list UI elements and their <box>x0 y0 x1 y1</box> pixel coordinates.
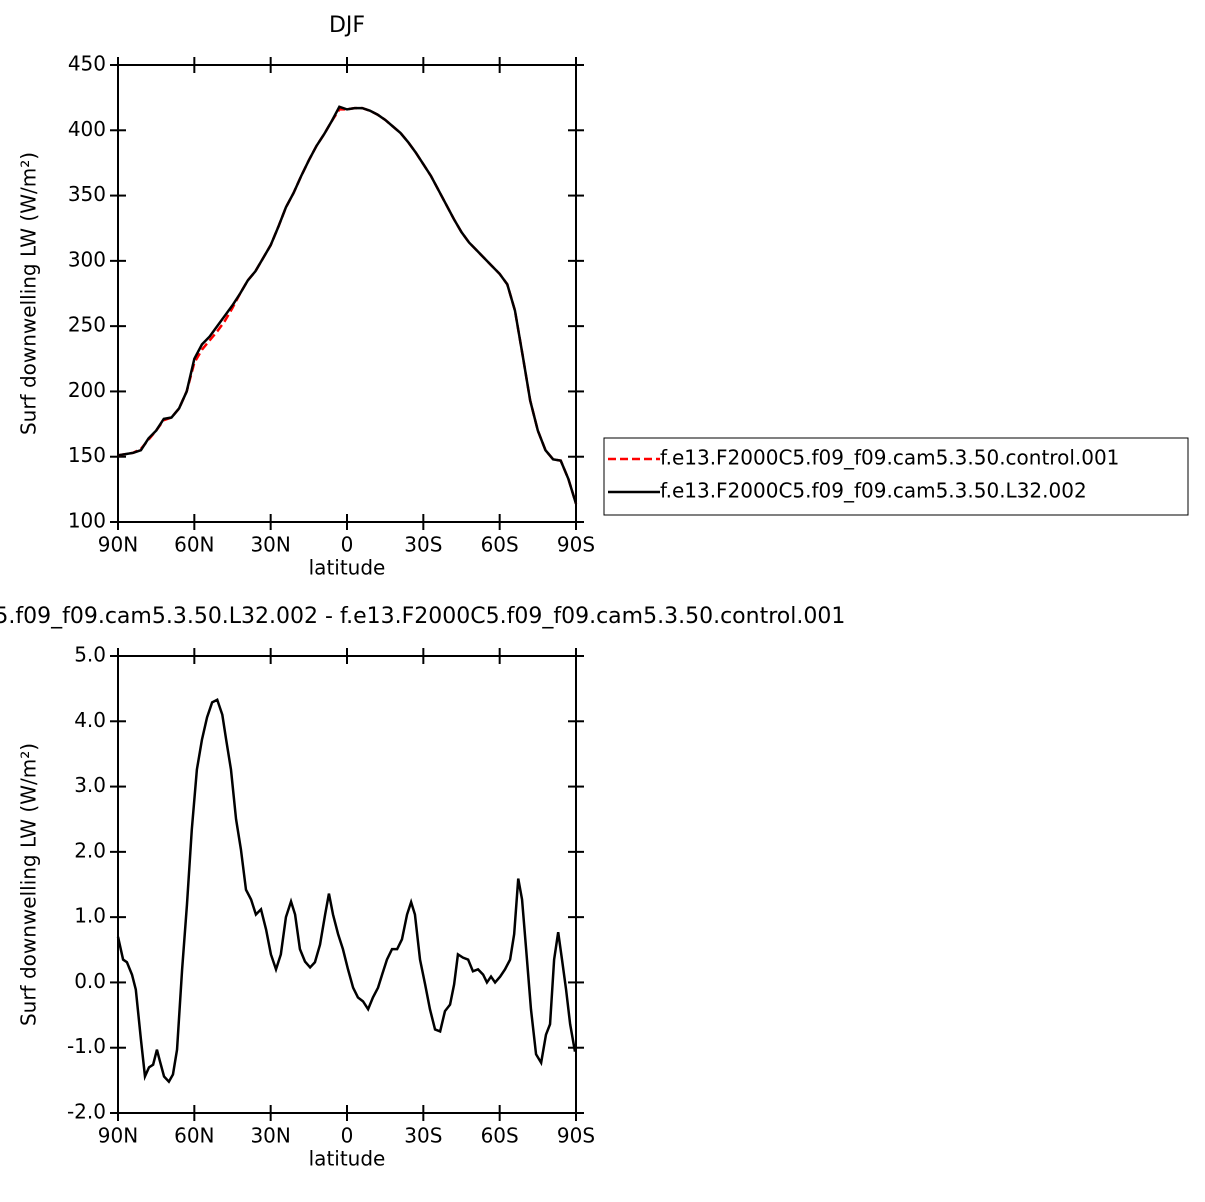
y-tick-label: 400 <box>68 117 106 141</box>
y-tick-label: 450 <box>68 52 106 76</box>
x-axis-label: latitude <box>309 556 386 580</box>
y-tick-label: 100 <box>68 509 106 533</box>
x-tick-label: 0 <box>341 533 354 557</box>
x-tick-label: 90S <box>557 533 595 557</box>
legend-box <box>603 437 1189 516</box>
y-tick-label: 200 <box>68 378 106 402</box>
x-tick-label: 60N <box>174 533 214 557</box>
x-axis-label: latitude <box>309 1147 386 1171</box>
y-tick-label: -2.0 <box>67 1100 106 1124</box>
y-tick-label: -1.0 <box>67 1034 106 1058</box>
x-tick-label: 30S <box>404 1124 442 1148</box>
y-tick-label: 3.0 <box>74 773 106 797</box>
x-tick-label: 0 <box>341 1124 354 1148</box>
y-tick-label: 350 <box>68 182 106 206</box>
x-tick-label: 90N <box>98 1124 138 1148</box>
x-tick-label: 30N <box>250 533 290 557</box>
x-tick-label: 30S <box>404 533 442 557</box>
data-line <box>117 105 578 505</box>
y-axis-label: Surf downwelling LW (W/m²) <box>17 152 41 435</box>
data-line <box>117 106 578 505</box>
y-tick-label: 5.0 <box>74 643 106 667</box>
x-tick-label: 60S <box>481 533 519 557</box>
y-tick-label: 150 <box>68 443 106 467</box>
chart-title: f.e13.F2000C5.f09_f09.cam5.3.50.L32.002 … <box>0 604 845 629</box>
legend-label: f.e13.F2000C5.f09_f09.cam5.3.50.control.… <box>660 446 1119 470</box>
y-tick-label: 2.0 <box>74 838 106 862</box>
x-tick-label: 30N <box>250 1124 290 1148</box>
legend-label: f.e13.F2000C5.f09_f09.cam5.3.50.L32.002 <box>660 479 1087 503</box>
chart-title: DJF <box>329 13 365 38</box>
y-tick-label: 250 <box>68 313 106 337</box>
plot-frame <box>117 64 577 523</box>
x-tick-label: 60N <box>174 1124 214 1148</box>
x-tick-label: 90N <box>98 533 138 557</box>
y-tick-label: 4.0 <box>74 708 106 732</box>
y-tick-label: 300 <box>68 247 106 271</box>
y-tick-label: 1.0 <box>74 904 106 928</box>
x-tick-label: 90S <box>557 1124 595 1148</box>
x-tick-label: 60S <box>481 1124 519 1148</box>
data-line <box>116 697 577 1084</box>
y-tick-label: 0.0 <box>74 969 106 993</box>
plot-frame <box>117 655 577 1114</box>
y-axis-label: Surf downwelling LW (W/m²) <box>17 743 41 1026</box>
